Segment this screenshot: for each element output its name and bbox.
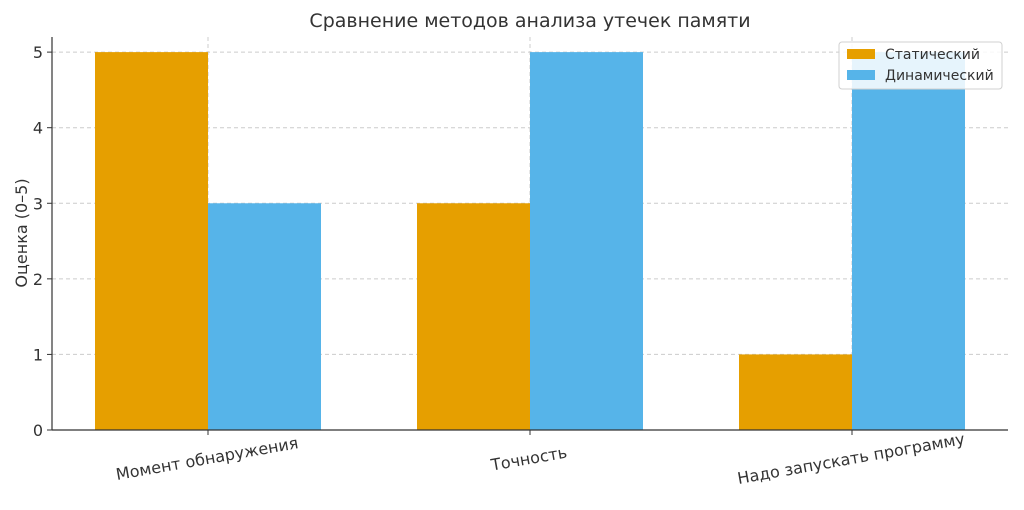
x-ticks: Момент обнаружения Точность Надо запускать… bbox=[114, 429, 966, 488]
y-tick-label-2: 2 bbox=[33, 270, 43, 289]
x-tick-label-1: Точность bbox=[489, 443, 569, 475]
y-axis-label: Оценка (0–5) bbox=[12, 178, 31, 287]
y-tick-label-5: 5 bbox=[33, 43, 43, 62]
y-tick-label-0: 0 bbox=[33, 421, 43, 440]
x-tick-label-0: Момент обнаружения bbox=[114, 433, 299, 484]
legend-label-0: Статический bbox=[885, 47, 980, 63]
bar-dynamic-2 bbox=[852, 52, 965, 430]
x-tick-label-2: Надо запускать программу bbox=[736, 429, 966, 488]
chart-title: Сравнение методов анализа утечек памяти bbox=[309, 10, 750, 32]
y-tick-label-1: 1 bbox=[33, 345, 43, 364]
legend-swatch-0 bbox=[847, 49, 875, 59]
bars bbox=[95, 52, 965, 430]
legend-box bbox=[838, 41, 1003, 90]
y-tick-label-4: 4 bbox=[33, 119, 43, 138]
bar-dynamic-1 bbox=[530, 52, 643, 430]
bar-static-2 bbox=[739, 354, 852, 430]
bar-static-0 bbox=[95, 52, 208, 430]
legend-label-1: Динамический bbox=[885, 68, 994, 84]
legend-swatch-1 bbox=[847, 70, 875, 80]
bar-dynamic-0 bbox=[208, 203, 321, 430]
y-tick-label-3: 3 bbox=[33, 194, 43, 213]
legend: Статический Динамический bbox=[838, 41, 1003, 90]
y-ticks: 0 1 2 3 4 5 bbox=[33, 43, 52, 440]
bar-static-1 bbox=[417, 203, 530, 430]
